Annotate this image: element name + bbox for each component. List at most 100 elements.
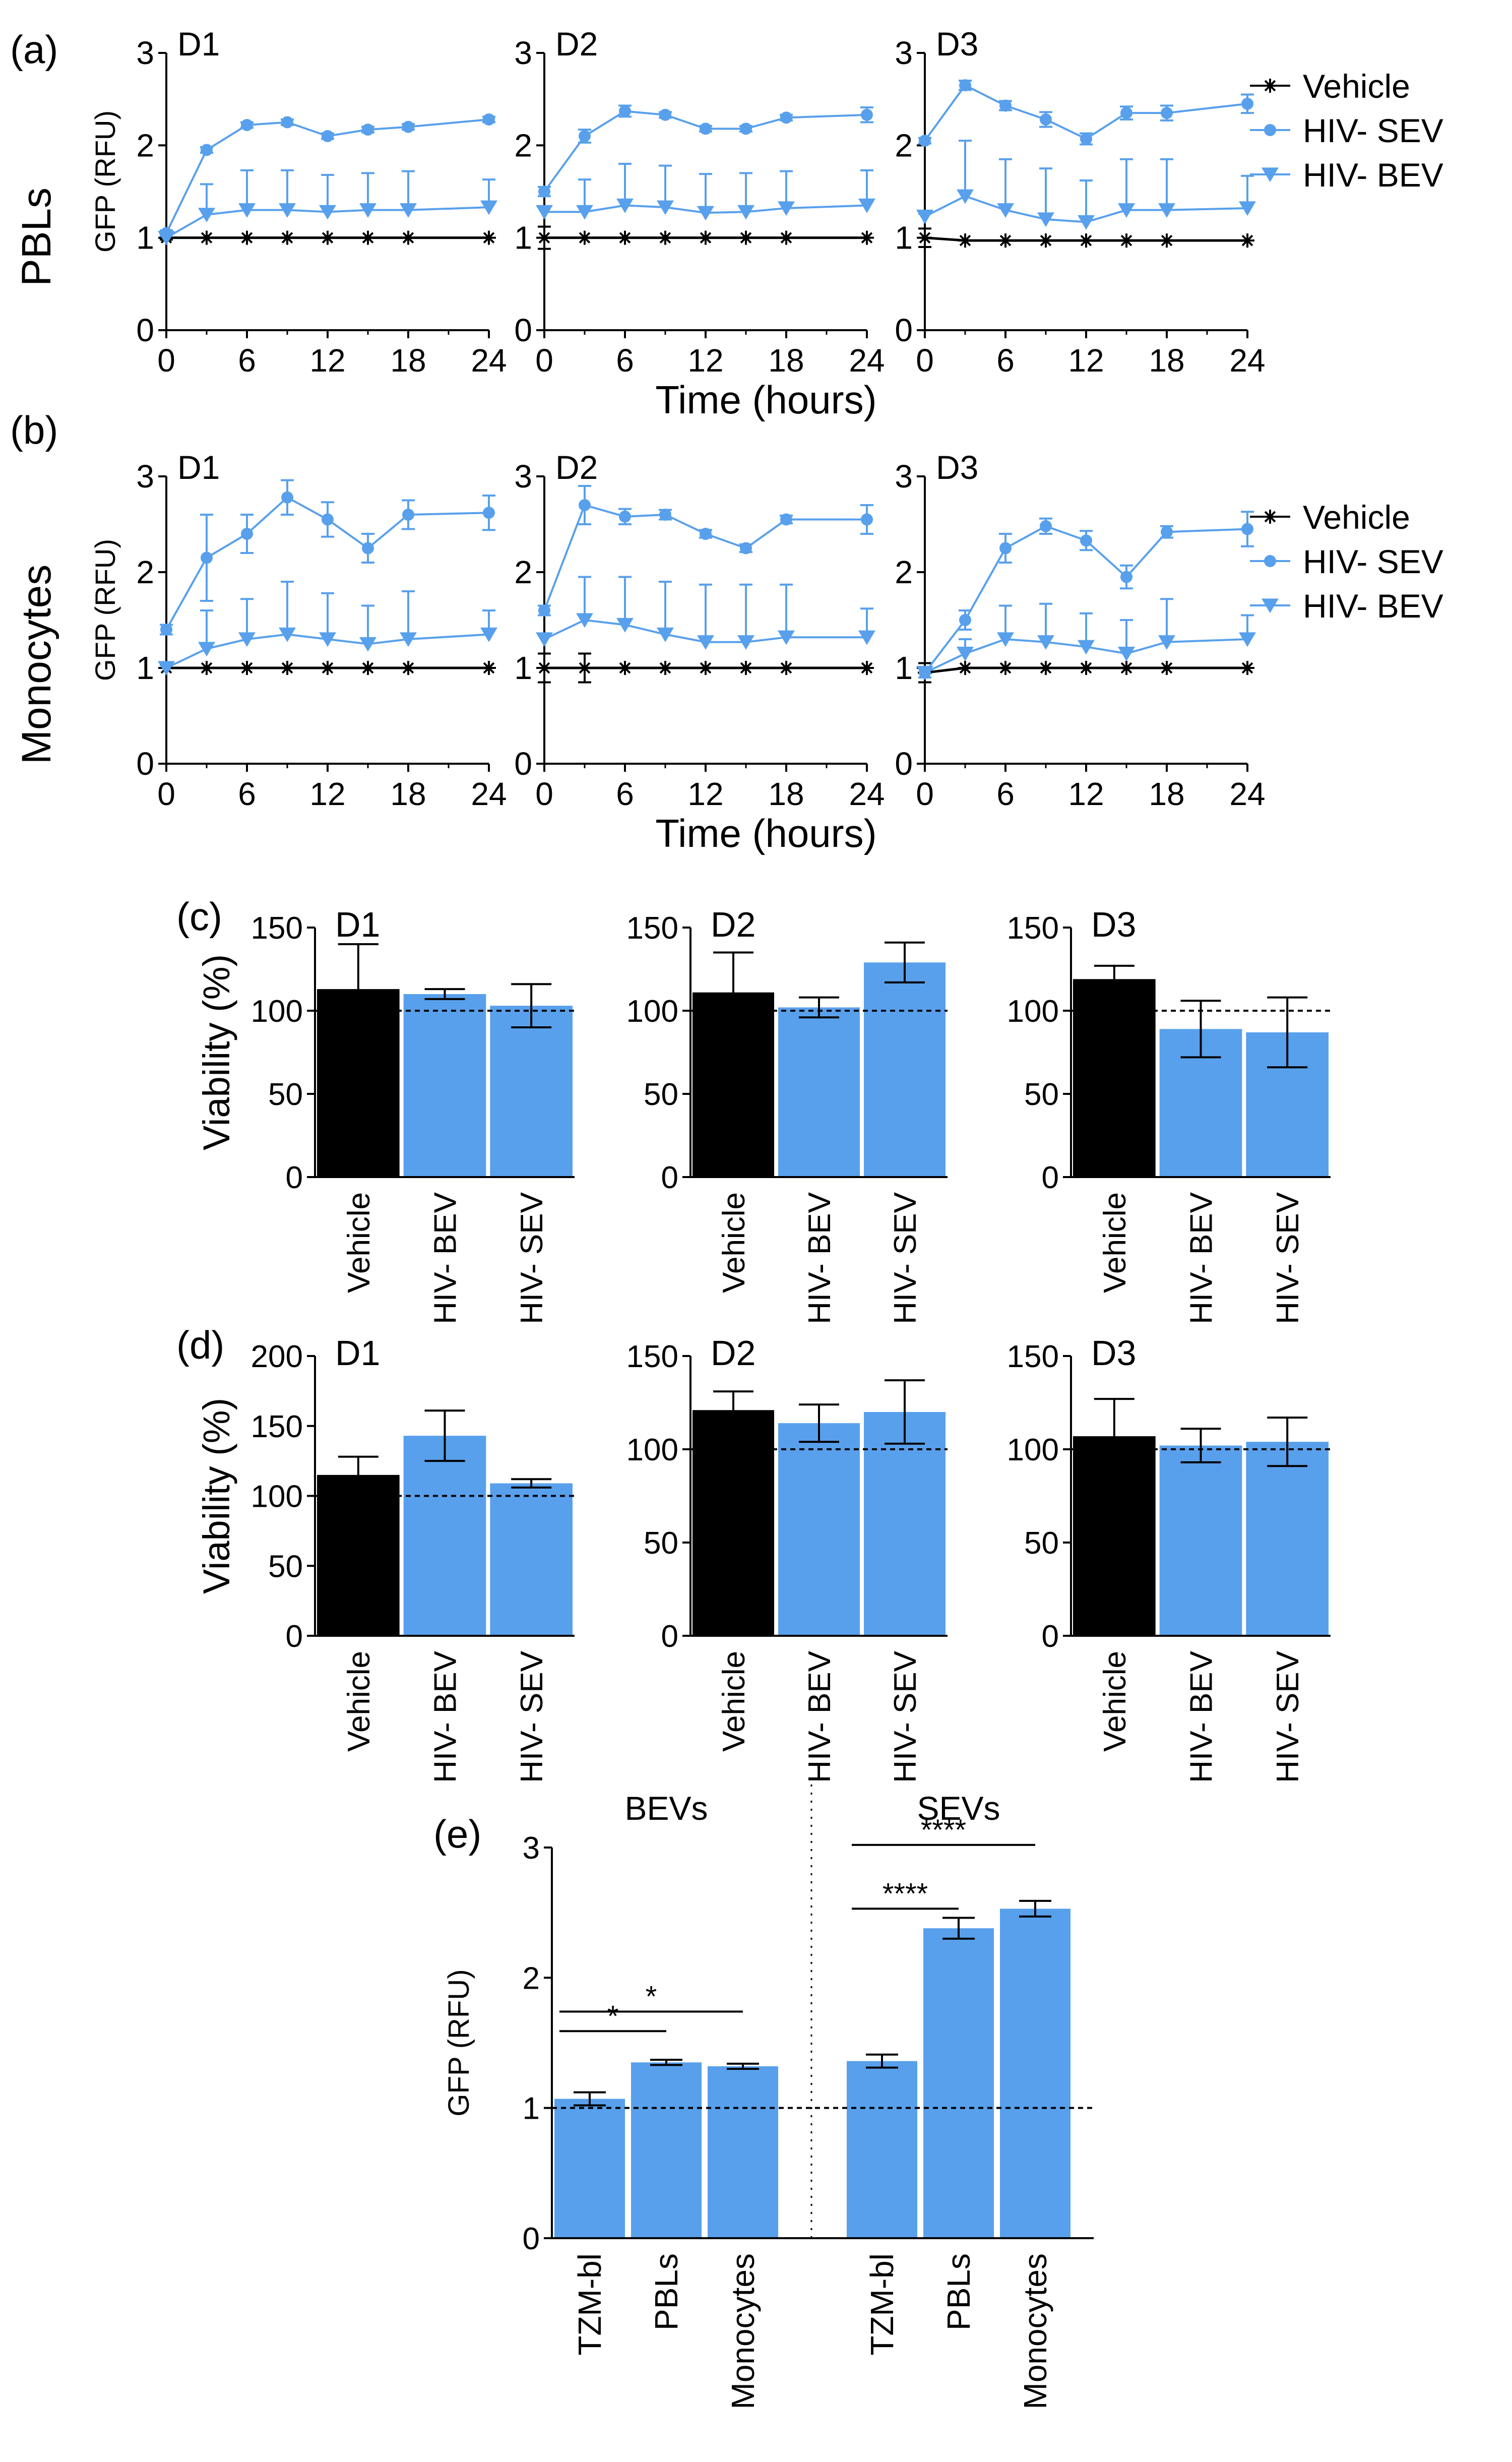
x-tick-label: 6 [996,776,1015,812]
y-tick-label: 2 [895,554,913,590]
asterisk-stroke [362,662,374,674]
data-point [538,186,550,198]
y-tick-label: 150 [251,1409,303,1444]
data-point [241,119,253,131]
significance-label: * [646,1981,657,2013]
data-point [957,189,974,204]
data-point [916,665,933,681]
legend-label: HIV- SEV [1303,543,1443,580]
data-point [958,233,972,248]
data-point [579,130,591,142]
data-point [780,513,792,526]
data-point [319,632,336,647]
asterisk-stroke [579,662,591,674]
data-point [240,230,254,245]
data-point [858,198,875,213]
data-point [201,551,213,564]
data-point [238,203,256,218]
data-point [198,642,215,657]
data-point [657,627,674,642]
x-tick-label: 0 [157,342,175,379]
data-point [958,661,972,675]
series-line [924,525,1248,673]
asterisk-stroke [659,662,671,674]
significance-label: **** [921,1814,966,1846]
y-tick-label: 0 [286,1160,303,1195]
bar [1073,979,1156,1177]
x-tick-label: 0 [535,776,553,812]
data-point [737,205,754,220]
x-tick-label: 24 [849,342,885,379]
category-label: HIV- SEV [1271,1192,1305,1324]
subplot-title: D3 [1091,905,1136,944]
data-point [281,491,293,504]
bar [1159,1445,1242,1636]
row-label-monocytes: Monocytes [14,565,59,765]
data-point [740,542,752,555]
data-point [158,231,175,245]
category-label: HIV- BEV [802,1650,837,1783]
panel-b-letter: (b) [10,408,58,452]
category-label: Monocytes [1017,2253,1053,2409]
x-tick-label: 12 [1068,342,1104,379]
y-tick-label: 100 [251,1480,303,1514]
y-tick-label: 3 [136,458,154,495]
data-point [999,542,1012,555]
data-point [480,200,497,215]
series-line [543,504,867,611]
asterisk-stroke [700,232,712,243]
y-tick-label: 0 [523,2222,540,2256]
y-tick-label: 3 [136,35,154,71]
data-point [1040,520,1052,532]
data-point [616,198,634,213]
data-point [401,230,415,245]
data-point [1160,661,1174,675]
legend-label: HIV- SEV [1303,112,1443,149]
y-tick-label: 1 [895,220,913,256]
data-point [1161,107,1173,119]
data-point [1080,133,1092,145]
asterisk-stroke [1120,234,1132,247]
data-point [1039,233,1053,248]
x-tick-label: 12 [309,776,345,812]
y-tick-label: 3 [514,458,532,495]
data-point [740,122,752,135]
category-label: Monocytes [725,2253,761,2409]
subplot-title: D2 [555,25,598,63]
asterisk-stroke [619,662,631,674]
asterisk-stroke [201,662,213,674]
data-point [1078,640,1095,655]
data-point [400,632,417,647]
category-label: PBLs [940,2253,977,2330]
panel-a-letter: (a) [10,27,58,72]
data-point [860,230,874,245]
asterisk-stroke [740,662,752,674]
panel-e-letter: (e) [433,1812,481,1856]
series-line [924,195,1248,223]
asterisk-stroke [1040,662,1052,674]
data-point [997,632,1014,647]
subplot-title: D2 [711,905,755,944]
y-tick-label: 0 [136,746,154,782]
subplot-title: D2 [711,1333,755,1373]
data-point [998,661,1013,675]
data-point [959,79,971,92]
data-point [537,661,551,675]
bar [1246,1442,1329,1636]
y-tick-label: 150 [1007,911,1059,946]
category-label: HIV- BEV [428,1192,463,1324]
y-tick-label: 0 [661,1619,678,1654]
data-point [697,206,714,221]
y-tick-label: 2 [514,127,532,163]
data-point [198,208,215,223]
y-axis-label: Viability (%) [196,954,237,1150]
data-point [482,230,496,245]
data-point [737,635,754,650]
significance-label: * [607,2000,619,2033]
asterisk-stroke [1080,662,1092,674]
data-point [483,507,495,519]
bar [403,994,486,1177]
legend-label: HIV- BEV [1303,156,1443,194]
data-point [201,144,213,156]
data-point [919,135,931,147]
